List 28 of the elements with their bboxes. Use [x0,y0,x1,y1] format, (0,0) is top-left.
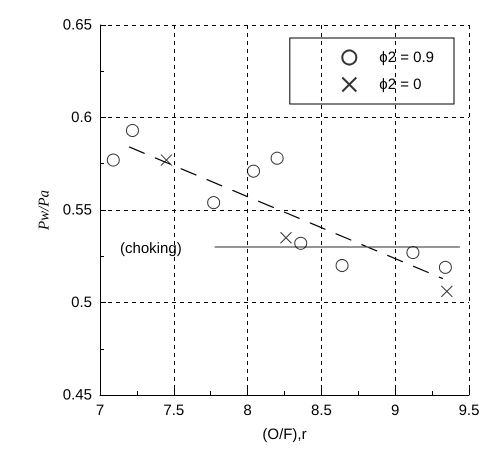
x-tick-label: 8 [243,402,252,419]
point [440,285,453,298]
point [406,246,420,260]
point [160,154,172,166]
point [126,124,139,137]
y-axis-title: Pw/Pa [36,190,52,231]
x-axis-title: (O/F),r [262,426,307,443]
point [336,259,349,272]
x-tick-label: 7.5 [163,402,184,419]
y-tick-label: 0.6 [71,109,92,126]
point [207,196,220,210]
point [106,154,120,167]
x-tick-label: 7 [96,402,104,419]
point [270,152,284,165]
point [438,260,452,274]
y-tick-label: 0.45 [62,386,92,404]
legend-label: ϕ2 = 0 [379,76,422,93]
y-tick-label: 0.5 [71,294,92,311]
point [280,232,292,244]
annotation: (choking) [120,240,182,257]
point [247,164,260,178]
x-tick-label: 9 [391,402,400,419]
y-tick-label: 0.55 [62,202,92,218]
point [294,236,308,250]
x-tick-label: 8.5 [310,402,332,419]
x-tick-label: 9.5 [458,402,480,419]
legend-label: ϕ2 = 0.9 [379,49,434,66]
y-tick-label: 0.65 [62,16,92,34]
